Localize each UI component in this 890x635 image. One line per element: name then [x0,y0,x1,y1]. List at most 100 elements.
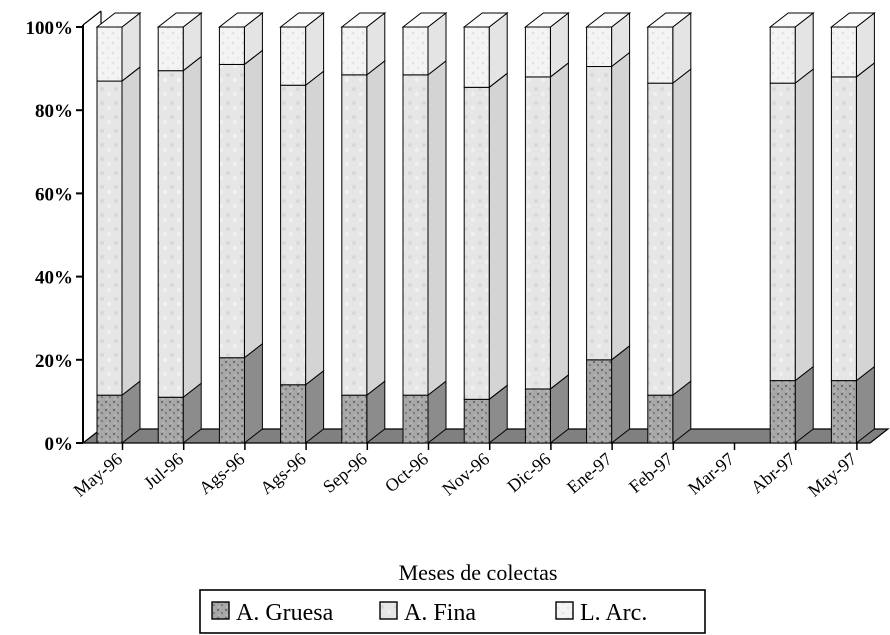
bar-top [768,12,815,28]
bar-segment-front [463,26,490,88]
bar-segment-front [524,388,551,444]
bar-segment-front [830,380,857,444]
y-tick-label: 80% [35,101,73,122]
bar-segment-front [769,380,796,444]
bar-segment-front [524,26,551,78]
bar-segment-front [769,26,796,84]
bar-segment-front [157,26,184,72]
bar-segment-front [402,394,429,444]
bar-top [523,12,570,28]
legend-item: A. Fina [379,600,476,626]
x-tick-label: May-96 [70,449,127,501]
x-tick-label: Abr-97 [747,449,799,498]
bar-segment-front [218,26,245,65]
bar-segment-front [280,84,307,386]
bar-segment-front [218,63,245,359]
bar-segment [463,384,508,445]
bar-segment-front [647,26,674,84]
bar-segment-front [769,82,796,382]
bar-segment [769,11,814,85]
bar-segment [402,380,447,445]
bar-segment [463,72,508,401]
bar-segment [280,11,325,87]
y-tick-label: 100% [26,18,74,39]
bar-top [401,12,448,28]
bar-segment [524,61,569,390]
bar-segment [157,55,202,399]
x-tick-label: Nov-96 [438,449,493,500]
bar-segment [402,59,447,397]
x-axis-ticks: May-96 Jul-96 Ags-96 Ags-96 Sep-96 Oct-96 Nov-… [70,443,861,501]
y-tick-label: 40% [35,268,73,289]
bar-segment-side [366,59,386,397]
bar-segment [586,344,631,445]
legend-label: L. Arc. [580,600,647,626]
legend-item: L. Arc. [555,600,647,626]
bar-segment [830,11,875,78]
bar-segment-front [96,80,123,396]
bar-segment [96,11,141,83]
bar-top [156,12,203,28]
x-tick-label: Ene-97 [563,449,616,498]
x-tick-label: Jul-96 [140,449,187,493]
bar-top [279,12,326,28]
x-axis-title: Meses de colectas [399,560,558,585]
y-axis-top-edge [82,10,102,26]
bar-top [340,12,387,28]
y-tick-label: 60% [35,184,73,205]
legend: A. Gruesa A. Fina L. Arc. [199,589,706,634]
bar-segment-front [463,398,490,444]
bar-segment-front [341,26,368,76]
y-tick-label: 0% [45,434,74,455]
bar-top [95,12,142,28]
bar-segment-front [218,357,245,444]
bar-segment-side [182,55,202,399]
bar-segment-front [647,394,674,444]
legend-swatch [211,601,230,620]
bar-segment [524,373,569,445]
bar-segment-front [157,396,184,444]
bar-segment [647,11,692,85]
bar-segment-front [341,74,368,396]
bar-segment-front [157,70,184,398]
legend-label: A. Gruesa [236,600,334,626]
bar-segment-front [402,74,429,396]
bar-segment [647,68,692,397]
bar-segment [830,61,875,382]
x-tick-label: Ags-96 [256,449,309,498]
legend-box [199,589,706,634]
bar-segment [402,11,447,76]
legend-swatch [555,601,574,620]
bar-top [646,12,693,28]
bar-segment-side [121,66,141,397]
bar-segment-front [280,26,307,86]
x-tick-label: Mar-97 [684,449,738,499]
bar-segment-side [488,72,508,401]
bar-segment [341,59,386,397]
bar-top [829,12,876,28]
y-axis: 0% 20% 40% 60% 80% 100% [26,10,102,455]
bar-top [217,12,264,28]
bar-segment-front [647,82,674,396]
bar-segment-side [855,61,875,382]
bar-segment-front [96,26,123,82]
bar-segment-side [305,70,325,386]
bar-segment [341,380,386,445]
bar-segment-side [611,51,631,361]
bar-segment-front [830,26,857,78]
bar-segment-side [611,344,631,445]
x-tick-label: Ags-96 [195,449,248,498]
bar-segment [586,51,631,361]
bar-segment [218,49,263,359]
bar-segment-front [341,394,368,444]
bar-segment-front [402,26,429,76]
y-tick-label: 20% [35,351,73,372]
bar-segment-side [672,68,692,397]
legend-swatch [379,601,398,620]
bar-segment-front [96,394,123,444]
bar-segment [218,342,263,445]
x-tick-label: May-97 [804,449,861,501]
bar-top [585,12,632,28]
bar-segment [830,365,875,445]
